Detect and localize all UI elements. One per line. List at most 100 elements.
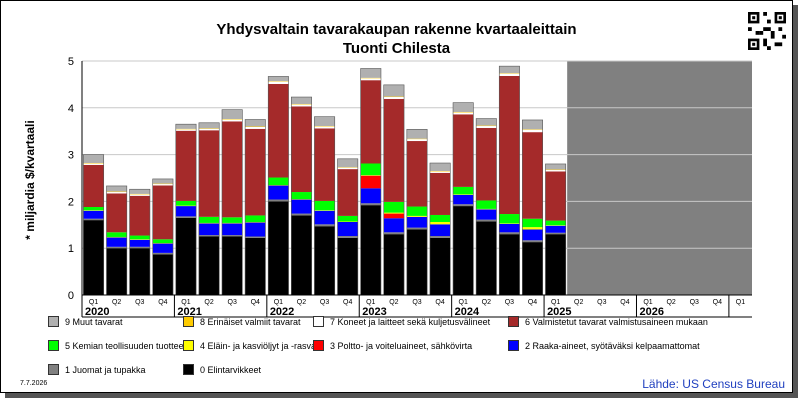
bar-segment bbox=[245, 126, 266, 129]
y-tick-label: 1 bbox=[68, 243, 74, 255]
legend-label: 9 Muut tavarat bbox=[65, 316, 123, 327]
source-note: Lähde: US Census Bureau bbox=[642, 377, 785, 391]
bar-segment bbox=[383, 212, 405, 214]
bar-segment bbox=[268, 201, 289, 295]
bar-segment bbox=[499, 73, 520, 76]
bar-segment bbox=[383, 98, 405, 202]
bar-segment bbox=[268, 199, 289, 202]
x-tick-label: Q1 bbox=[736, 299, 745, 306]
bar-segment bbox=[337, 215, 358, 222]
x-tick-label: Q3 bbox=[505, 299, 514, 306]
bar-segment bbox=[453, 186, 474, 195]
legend-item: 5 Kemian teollisuuden tuotteet bbox=[48, 340, 186, 351]
bar-segment bbox=[360, 203, 381, 206]
bar-segment bbox=[476, 209, 497, 220]
x-tick-label: Q4 bbox=[528, 299, 537, 306]
bar-segment bbox=[291, 192, 312, 200]
bar-segment bbox=[175, 129, 197, 131]
bar-segment bbox=[198, 130, 220, 217]
bar-segment bbox=[291, 215, 312, 295]
bar-segment bbox=[476, 200, 497, 209]
bar-segment bbox=[360, 68, 381, 78]
bar-segment bbox=[522, 218, 543, 228]
bar-segment bbox=[476, 127, 497, 201]
bar-segment bbox=[429, 214, 451, 222]
x-tick-label: Q1 bbox=[274, 299, 283, 306]
bar-segment bbox=[545, 171, 566, 221]
bar-segment bbox=[222, 223, 243, 236]
bar-segment bbox=[406, 216, 428, 228]
bar-segment bbox=[222, 121, 243, 218]
bar-segment bbox=[499, 223, 520, 233]
bar-segment bbox=[222, 217, 243, 223]
legend-swatch bbox=[183, 340, 194, 351]
bar-segment bbox=[383, 213, 405, 219]
bar-segment bbox=[129, 248, 150, 295]
bar-segment bbox=[268, 185, 289, 200]
bar-segment bbox=[152, 254, 174, 295]
legend-label: 0 Elintarvikkeet bbox=[200, 364, 262, 375]
bar-segment bbox=[522, 119, 543, 130]
x-tick-label: Q3 bbox=[320, 299, 329, 306]
bar-segment bbox=[175, 206, 197, 217]
legend-label: 2 Raaka-aineet, syötäväksi kelpaamattoma… bbox=[525, 340, 700, 351]
bar-segment bbox=[406, 227, 428, 230]
bar-segment bbox=[222, 235, 243, 237]
bar-segment bbox=[245, 119, 266, 127]
legend-item: 7 Koneet ja laitteet sekä kuljetusväline… bbox=[313, 316, 490, 327]
bar-segment bbox=[314, 224, 335, 227]
bar-segment bbox=[453, 114, 474, 187]
bar-segment bbox=[499, 66, 520, 74]
bar-segment bbox=[83, 164, 104, 208]
x-tick-label: Q2 bbox=[482, 299, 491, 306]
bar-segment bbox=[429, 221, 451, 225]
bar-segment bbox=[198, 236, 220, 295]
legend-item: 2 Raaka-aineet, syötäväksi kelpaamattoma… bbox=[508, 340, 700, 351]
bar-segment bbox=[152, 184, 174, 186]
x-tick-label: Q2 bbox=[297, 299, 306, 306]
bar-segment bbox=[129, 189, 150, 194]
legend-label: 3 Poltto- ja voiteluaineet, sähkövirta bbox=[330, 340, 473, 351]
bar-segment bbox=[245, 222, 266, 237]
bar-segment bbox=[83, 154, 104, 164]
bar-segment bbox=[337, 221, 358, 237]
x-tick-label: Q4 bbox=[158, 299, 167, 306]
bar-segment bbox=[429, 224, 451, 237]
bar-segment bbox=[198, 235, 220, 237]
bar-segment bbox=[337, 237, 358, 295]
bar-segment bbox=[406, 139, 428, 142]
bar-segment bbox=[83, 163, 104, 165]
year-label: 2023 bbox=[362, 306, 386, 318]
bar-segment bbox=[406, 129, 428, 139]
bar-segment bbox=[314, 226, 335, 295]
x-tick-label: Q1 bbox=[551, 299, 560, 306]
x-tick-label: Q1 bbox=[181, 299, 190, 306]
bar-segment bbox=[360, 78, 381, 81]
bar-segment bbox=[429, 163, 451, 171]
legend-swatch bbox=[313, 340, 324, 351]
y-tick-label: 0 bbox=[68, 290, 74, 302]
bar-segment bbox=[106, 185, 127, 192]
bar-segment bbox=[245, 215, 266, 222]
bar-segment bbox=[129, 235, 150, 240]
bar-segment bbox=[222, 119, 243, 122]
bar-segment bbox=[152, 239, 174, 244]
bar-segment bbox=[476, 118, 497, 126]
bar-segment bbox=[245, 237, 266, 295]
x-tick-label: Q3 bbox=[597, 299, 606, 306]
bar-segment bbox=[476, 219, 497, 222]
bar-segment bbox=[106, 248, 127, 295]
legend-label: 6 Valmistetut tavarat valmistusaineen mu… bbox=[525, 316, 708, 327]
bar-segment bbox=[83, 220, 104, 295]
x-tick-label: Q3 bbox=[228, 299, 237, 306]
bar-segment bbox=[291, 104, 312, 107]
bar-segment bbox=[222, 236, 243, 295]
bar-segment bbox=[545, 170, 566, 172]
bar-segment bbox=[129, 195, 150, 236]
bar-segment bbox=[337, 236, 358, 238]
bar-segment bbox=[314, 128, 335, 201]
bar-segment bbox=[198, 216, 220, 223]
x-tick-label: Q1 bbox=[366, 299, 375, 306]
bar-segment bbox=[314, 200, 335, 211]
